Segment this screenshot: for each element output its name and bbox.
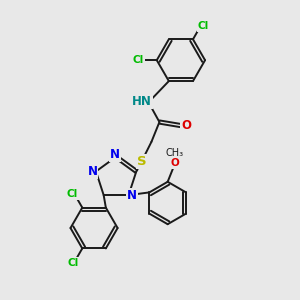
Text: N: N [127,189,137,202]
Text: HN: HN [132,95,152,108]
Text: Cl: Cl [68,258,79,268]
Text: S: S [137,155,147,168]
Text: Cl: Cl [198,21,209,31]
Text: Cl: Cl [67,189,78,200]
Text: O: O [181,119,191,132]
Text: CH₃: CH₃ [165,148,184,158]
Text: O: O [170,158,179,168]
Text: Cl: Cl [133,55,144,65]
Text: N: N [110,148,120,161]
Text: N: N [87,165,98,178]
